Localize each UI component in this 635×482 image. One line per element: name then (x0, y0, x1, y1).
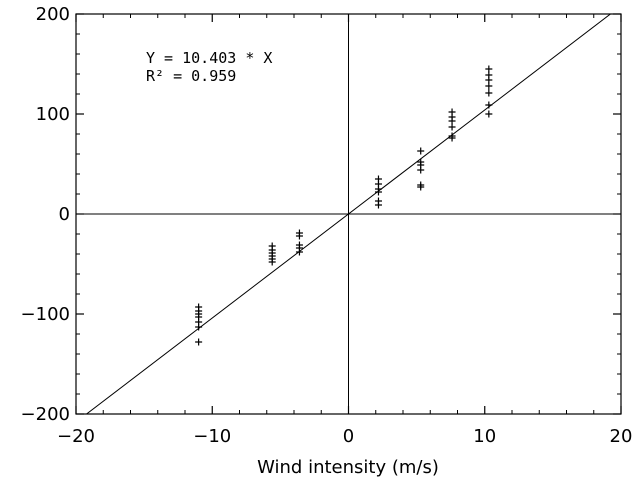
x-axis-title: Wind intensity (m/s) (257, 457, 439, 478)
data-point (485, 101, 493, 109)
data-point (485, 71, 493, 79)
y-tick-label: −100 (21, 304, 70, 325)
data-point (295, 241, 303, 249)
x-tick-label: 10 (473, 426, 496, 447)
data-point (268, 242, 276, 250)
data-point (417, 147, 425, 155)
y-tick-label: 100 (36, 104, 70, 125)
r-squared-label: R² = 0.959 (146, 67, 236, 85)
x-tick-label: −10 (193, 426, 231, 447)
y-tick-label: 200 (36, 4, 70, 25)
data-point (485, 82, 493, 90)
data-point (485, 110, 493, 118)
y-tick-label: −200 (21, 404, 70, 425)
data-point (195, 338, 203, 346)
x-tick-label: 20 (610, 426, 633, 447)
data-point (195, 303, 203, 311)
data-point (374, 175, 382, 183)
data-point (417, 181, 425, 189)
data-point (485, 65, 493, 73)
data-point (374, 197, 382, 205)
x-tick-label: 0 (343, 426, 354, 447)
data-point (448, 132, 456, 140)
y-tick-label: 0 (59, 204, 70, 225)
data-point (295, 229, 303, 237)
data-point (417, 158, 425, 166)
data-point (448, 108, 456, 116)
data-point (448, 123, 456, 131)
x-tick-label: −20 (57, 426, 95, 447)
fit-equation-label: Y = 10.403 * X (146, 49, 272, 67)
regression-line (85, 14, 612, 414)
data-point (485, 89, 493, 97)
